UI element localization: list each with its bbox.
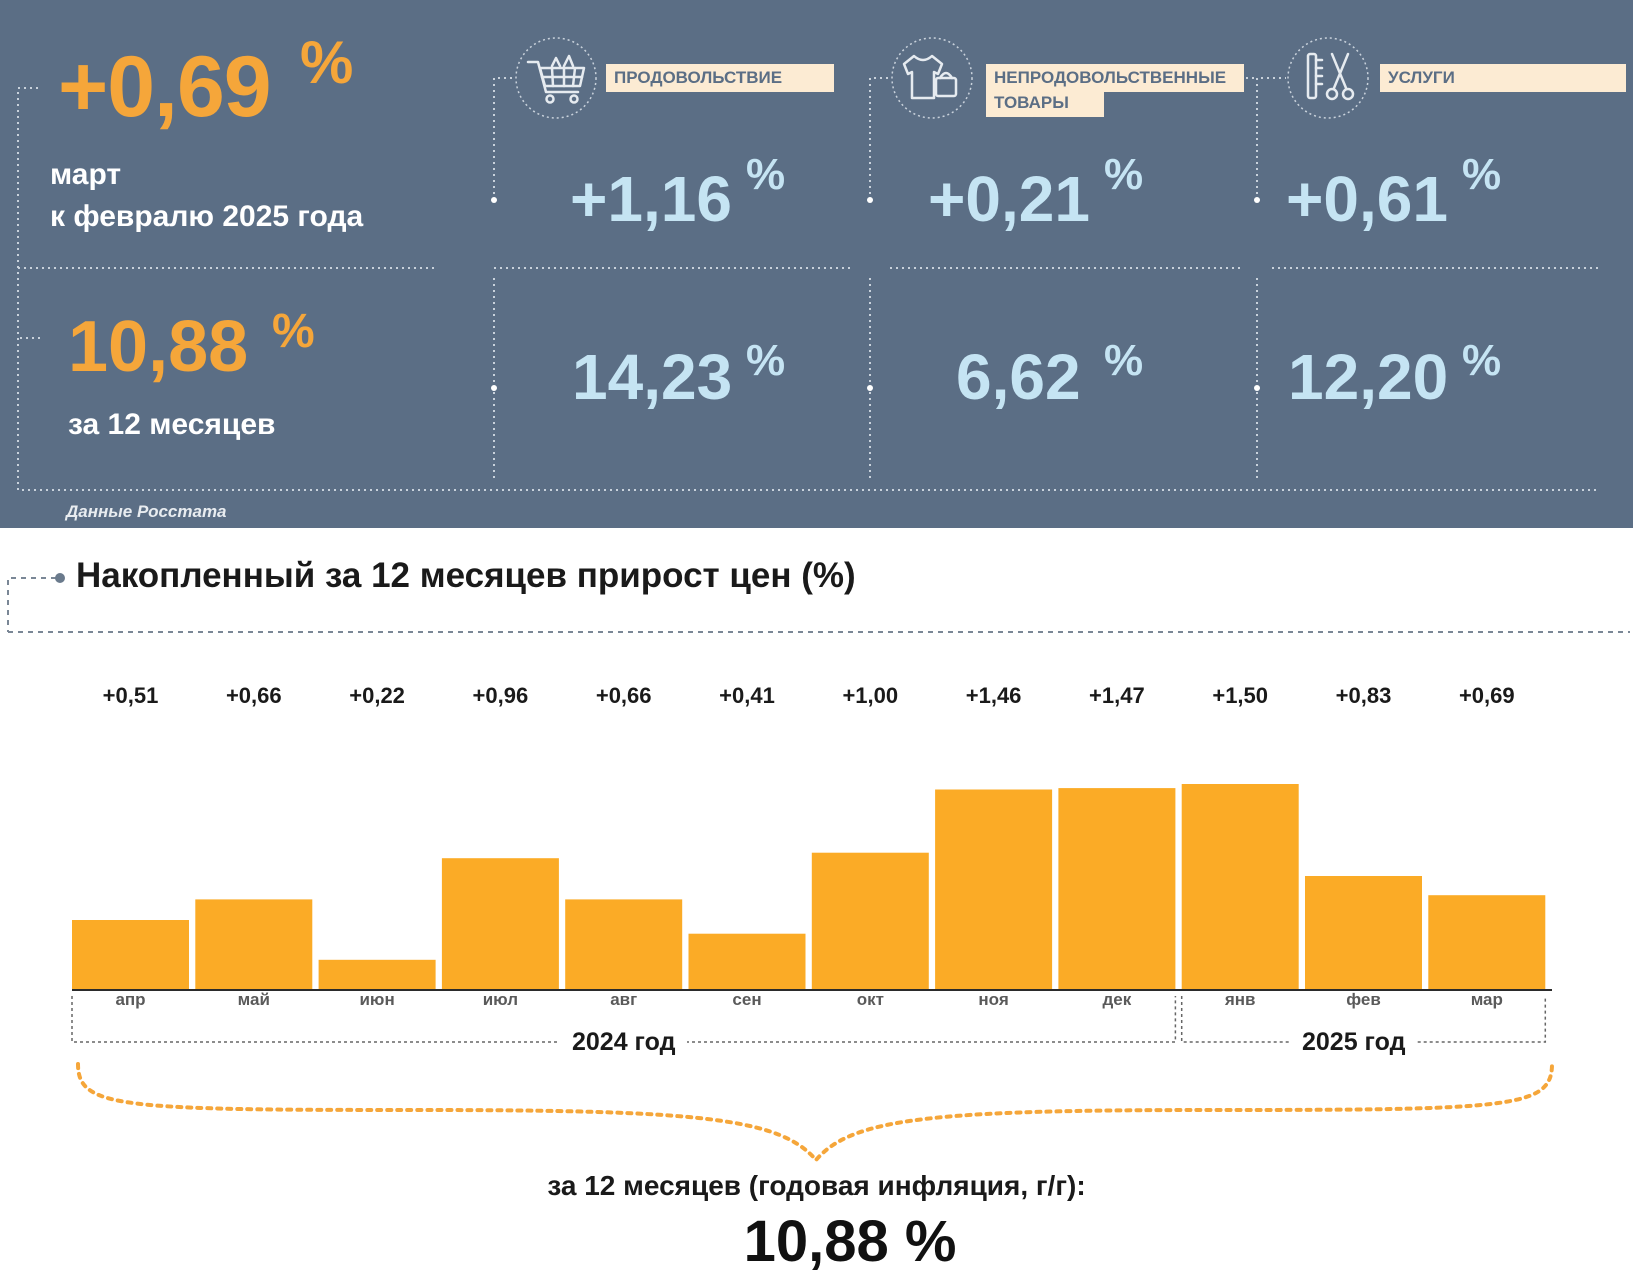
bar-value-label: +1,50 <box>1212 683 1269 708</box>
year-group-label: 2025 год <box>1290 1028 1418 1057</box>
month-tick-label: май <box>237 990 270 1009</box>
title-bullet <box>55 573 65 583</box>
food-monthly-value: +1,16 <box>570 163 732 235</box>
tag-nonfood-text-1: НЕПРОДОВОЛЬСТВЕННЫЕ <box>994 68 1227 87</box>
nonfood-annual-value: 6,62 <box>956 341 1081 413</box>
annual-inflation-total: 10,88 % <box>743 1209 957 1274</box>
month-tick-label: июн <box>359 990 395 1009</box>
bar-окт <box>811 852 929 990</box>
summary-panel: +0,69 % март к февралю 2025 года 10,88 %… <box>0 0 1633 528</box>
nonfood-annual-unit: % <box>1104 336 1144 385</box>
bar-value-label: +0,66 <box>595 683 652 708</box>
bar-сен <box>688 933 806 990</box>
month-tick-label: мар <box>1470 990 1503 1009</box>
annual-label: за 12 месяцев <box>68 408 276 441</box>
food-monthly-unit: % <box>746 150 786 199</box>
month-tick-label: июл <box>482 990 519 1009</box>
tag-nonfood-line2: ТОВАРЫ <box>986 89 1104 117</box>
bar-value-label: +0,69 <box>1458 683 1515 708</box>
bar-фев <box>1305 876 1422 990</box>
bar-value-label: +1,00 <box>842 683 899 708</box>
services-monthly-value: +0,61 <box>1286 163 1448 235</box>
bar-июл <box>441 858 559 990</box>
bar-ноя <box>935 789 1053 990</box>
year-bracket <box>1180 996 1547 1043</box>
chart-title: Накопленный за 12 месяцев прирост цен (%… <box>76 556 856 595</box>
annual-inflation-value: 10,88 <box>68 307 249 387</box>
month-tick-label: авг <box>610 990 638 1009</box>
panel-dotted-guides <box>17 37 1600 491</box>
scissors-comb-icon <box>1306 52 1355 101</box>
bar-value-label: +1,46 <box>965 683 1022 708</box>
monthly-inflation-value: +0,69 <box>58 39 272 135</box>
annual-brace <box>76 1062 1554 1164</box>
bar-value-label: +0,22 <box>349 683 405 708</box>
clothes-bag-icon <box>902 54 958 100</box>
nonfood-monthly-value: +0,21 <box>928 163 1090 235</box>
tag-nonfood-text-2: ТОВАРЫ <box>994 93 1069 112</box>
bar-value-label: +1,47 <box>1089 683 1145 708</box>
bar-апр <box>72 920 189 990</box>
services-monthly-unit: % <box>1462 150 1502 199</box>
monthly-label-line2: к февралю 2025 года <box>50 200 364 233</box>
bar-value-label: +0,83 <box>1335 683 1392 708</box>
year-group-label: 2024 год <box>560 1028 688 1057</box>
monthly-label-line1: март <box>50 158 122 191</box>
shopping-cart-icon <box>526 54 586 104</box>
bar-июн <box>318 959 436 990</box>
services-annual-unit: % <box>1462 336 1502 385</box>
bar-май <box>195 899 313 990</box>
bar-value-label: +0,41 <box>719 683 775 708</box>
month-tick-label: ноя <box>978 990 1009 1009</box>
bar-value-label: +0,51 <box>102 683 159 708</box>
month-tick-label: апр <box>115 990 146 1009</box>
bar-мар <box>1428 895 1546 990</box>
month-tick-label: янв <box>1224 990 1256 1009</box>
month-tick-label: сен <box>732 990 762 1009</box>
bar-дек <box>1058 788 1176 990</box>
annual-inflation-unit: % <box>272 305 315 358</box>
bar-value-label: +0,96 <box>472 683 529 708</box>
bar-янв <box>1181 784 1299 990</box>
food-annual-unit: % <box>746 336 786 385</box>
data-source: Данные Росстата <box>66 502 227 521</box>
year-bracket <box>71 996 1177 1043</box>
month-tick-label: фев <box>1346 990 1381 1009</box>
tag-services: УСЛУГИ <box>1380 64 1626 92</box>
tag-food: ПРОДОВОЛЬСТВИЕ <box>606 64 834 92</box>
tag-food-text: ПРОДОВОЛЬСТВИЕ <box>614 68 783 87</box>
month-tick-label: дек <box>1102 990 1132 1009</box>
services-annual-value: 12,20 <box>1288 341 1449 413</box>
bar-авг <box>565 899 683 990</box>
tag-services-text: УСЛУГИ <box>1388 68 1455 87</box>
bar-value-label: +0,66 <box>225 683 282 708</box>
annual-inflation-caption: за 12 месяцев (годовая инфляция, г/г): <box>547 1170 1086 1201</box>
monthly-inflation-unit: % <box>300 29 354 96</box>
month-tick-label: окт <box>856 990 884 1009</box>
nonfood-monthly-unit: % <box>1104 150 1144 199</box>
food-annual-value: 14,23 <box>572 341 733 413</box>
tag-nonfood-line1: НЕПРОДОВОЛЬСТВЕННЫЕ <box>986 64 1244 92</box>
